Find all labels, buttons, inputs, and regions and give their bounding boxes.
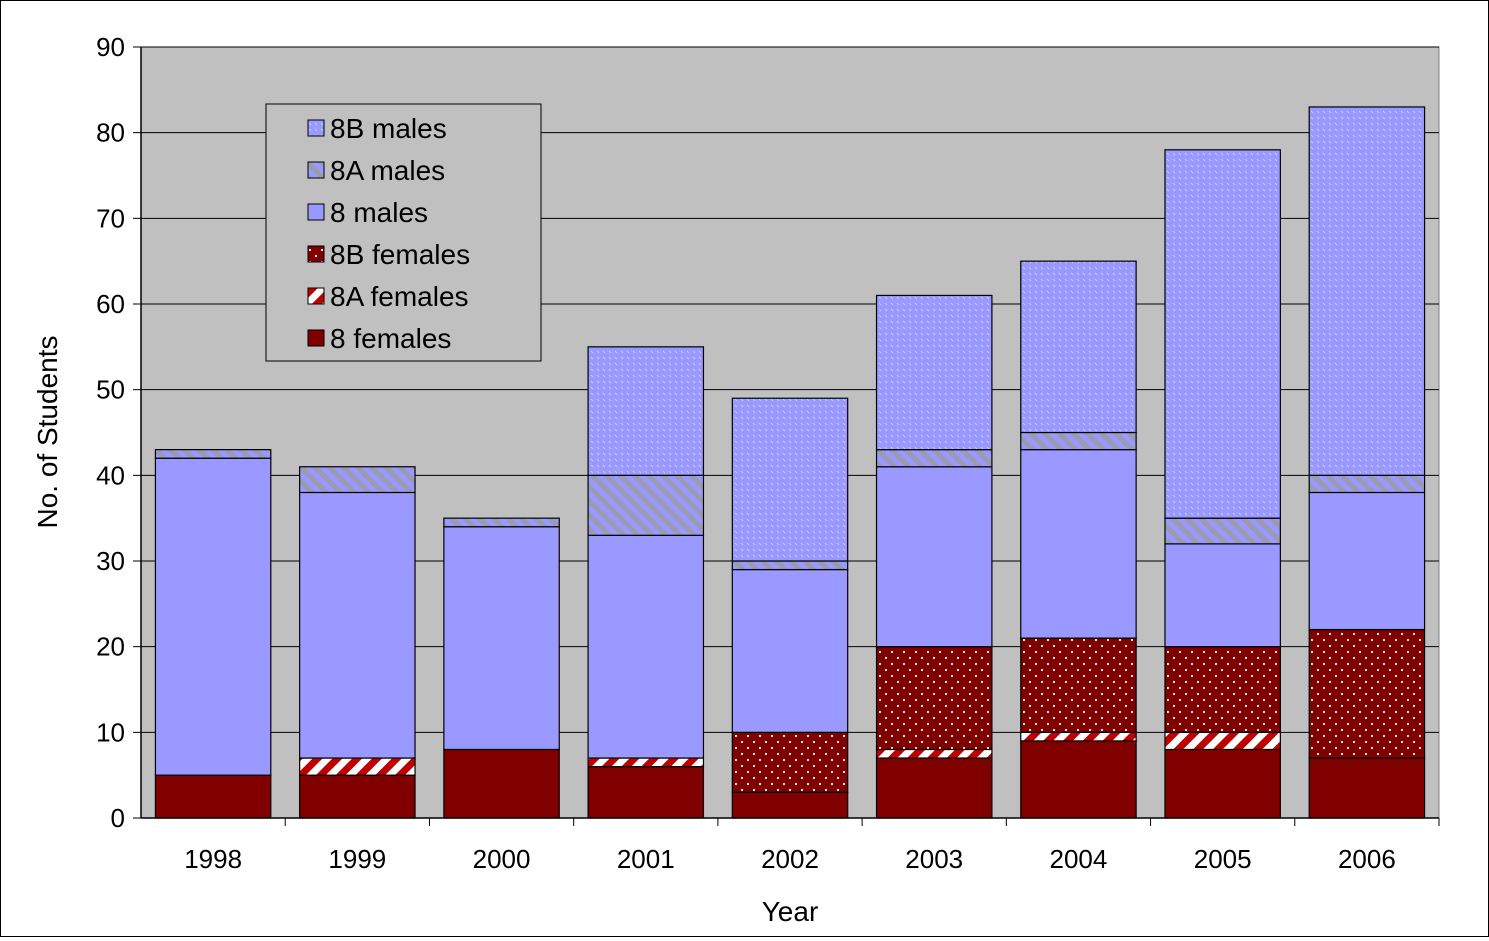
- bar-2006-8b-females: [1308, 628, 1426, 759]
- bar-2006-8a-males: [1308, 474, 1426, 494]
- y-axis-label: No. of Students: [32, 335, 63, 528]
- bar-2004-8a-females: [1020, 731, 1137, 742]
- legend-label-8a-males: 8A males: [330, 155, 445, 186]
- bar-2003-8b-females: [875, 646, 993, 751]
- bar-2000-8-females: [443, 748, 560, 819]
- bars: [154, 106, 1426, 819]
- legend-box: [265, 103, 542, 362]
- legend-swatch-8b-males: [307, 119, 325, 137]
- bar-2001-8a-females: [587, 757, 705, 768]
- bar-2004-8b-males: [1020, 260, 1137, 434]
- legend-label-8-females: 8 females: [330, 323, 451, 354]
- y-tick-label-20: 20: [96, 632, 125, 662]
- bar-2005-8b-males: [1164, 149, 1281, 519]
- x-tick-label-2006: 2006: [1338, 844, 1396, 874]
- legend-swatch-8b-females: [307, 245, 325, 263]
- bar-2002-8-females: [731, 791, 849, 819]
- bar-2005-8-females: [1164, 748, 1281, 819]
- x-tick-label-2000: 2000: [473, 844, 531, 874]
- legend-swatch-8a-females: [307, 287, 325, 305]
- bar-2001-8-females: [587, 765, 705, 819]
- bar-2004-8-males: [1020, 449, 1137, 639]
- y-tick-label-70: 70: [96, 203, 125, 233]
- bar-2003-8a-females: [875, 748, 993, 759]
- y-tick-label-30: 30: [96, 546, 125, 576]
- bar-1998-8a-males: [154, 449, 272, 459]
- bar-2001-8-males: [587, 534, 705, 759]
- legend: 8B males 8A males 8 males 8B females 8A fema…: [265, 103, 542, 362]
- bar-2000-8a-males: [443, 517, 560, 528]
- bar-2003-8-males: [875, 466, 993, 648]
- bar-2001-8b-males: [587, 346, 705, 476]
- bar-2001-8a-males: [587, 474, 705, 536]
- x-tick-label-2003: 2003: [905, 844, 963, 874]
- bar-2004-8-females: [1020, 740, 1137, 819]
- y-tick-label-80: 80: [96, 118, 125, 148]
- legend-label-8b-males: 8B males: [330, 113, 447, 144]
- axes: 0 10 20 30 40 50 60 70 80 90 1998 1999 2000 2001 2002 2…: [96, 32, 1440, 874]
- x-tick-label-2004: 2004: [1050, 844, 1108, 874]
- legend-label-8-males: 8 males: [330, 197, 428, 228]
- y-tick-label-50: 50: [96, 375, 125, 405]
- bar-1999-8a-females: [299, 757, 416, 776]
- bar-2005-8a-males: [1164, 517, 1281, 545]
- bar-2005-8a-females: [1164, 731, 1281, 751]
- legend-label-8a-females: 8A females: [330, 281, 469, 312]
- bar-2004-8a-males: [1020, 431, 1137, 451]
- bar-2002-8b-females: [731, 731, 849, 793]
- bar-2003-8b-males: [875, 294, 993, 451]
- x-tick-label-2002: 2002: [761, 844, 819, 874]
- bar-2004-8b-females: [1020, 637, 1137, 733]
- bar-2005-8-males: [1164, 543, 1281, 648]
- x-tick-label-1999: 1999: [328, 844, 386, 874]
- bar-2002-8-males: [731, 568, 849, 733]
- x-axis-label: Year: [762, 896, 819, 927]
- bar-1998-8-females: [154, 774, 272, 819]
- legend-swatch-8-females: [307, 329, 325, 347]
- bar-2000-8-males: [443, 526, 560, 751]
- bar-2006-8-males: [1308, 491, 1426, 631]
- bar-2005-8b-females: [1164, 646, 1281, 733]
- bar-1998-8-males: [154, 457, 272, 776]
- bar-2002-8a-males: [731, 560, 849, 571]
- y-tick-label-60: 60: [96, 289, 125, 319]
- bar-2002-8b-males: [731, 397, 849, 562]
- bar-1999-8-females: [299, 774, 416, 819]
- bar-2006-8b-males: [1308, 106, 1426, 476]
- bar-2003-8a-males: [875, 449, 993, 468]
- y-tick-label-10: 10: [96, 717, 125, 747]
- y-tick-label-0: 0: [111, 803, 125, 833]
- legend-label-8b-females: 8B females: [330, 239, 470, 270]
- y-tick-label-90: 90: [96, 32, 125, 62]
- y-tick-label-40: 40: [96, 460, 125, 490]
- legend-swatch-8-males: [307, 203, 325, 221]
- x-tick-label-2001: 2001: [617, 844, 675, 874]
- x-tick-label-2005: 2005: [1194, 844, 1252, 874]
- legend-swatch-8a-males: [307, 161, 325, 179]
- bar-2003-8-females: [875, 757, 993, 819]
- bar-1999-8-males: [299, 491, 416, 759]
- bar-2006-8-females: [1308, 757, 1426, 819]
- bar-1999-8a-males: [299, 466, 416, 494]
- x-tick-label-1998: 1998: [184, 844, 242, 874]
